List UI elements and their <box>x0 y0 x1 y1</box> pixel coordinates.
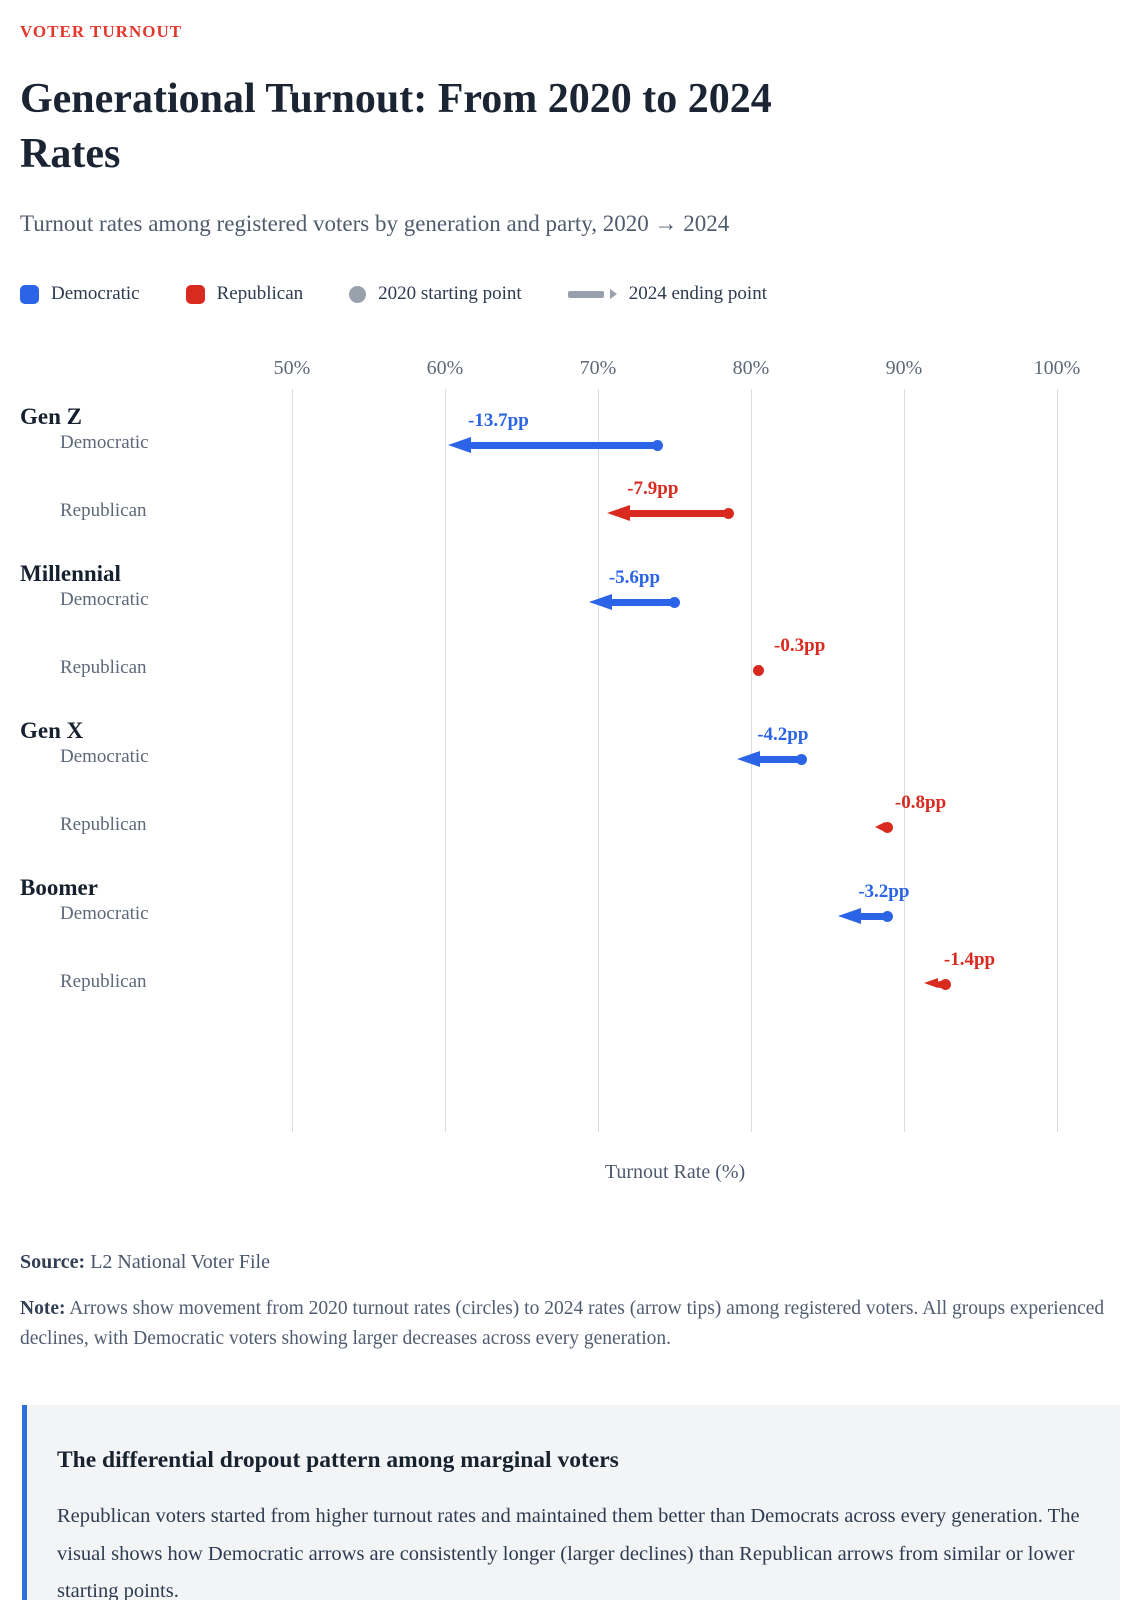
arrow-shaft <box>628 509 729 517</box>
change-label: -13.7pp <box>468 410 529 432</box>
start-dot-2020 <box>753 664 765 676</box>
insight-callout-box: The differential dropout pattern among m… <box>22 1404 1120 1600</box>
row-party-label: Democratic <box>60 432 149 454</box>
note-text: Arrows show movement from 2020 turnout r… <box>20 1298 1105 1350</box>
x-tick-label: 70% <box>579 357 617 380</box>
arrow-head-2024 <box>448 437 472 454</box>
start-dot-2020 <box>652 439 664 451</box>
legend-label: 2020 starting point <box>378 283 522 305</box>
row-party-label: Democratic <box>60 746 149 768</box>
page-title-line-1: Generational Turnout: From 2020 to 2024 <box>20 76 772 122</box>
chart-legend: Democratic Republican 2020 starting poin… <box>20 283 1122 305</box>
note-label: Note: <box>20 1298 66 1320</box>
source-label: Source: <box>20 1251 86 1274</box>
row-party-label: Democratic <box>60 589 149 611</box>
arrow-shaft <box>469 441 658 449</box>
gridline <box>598 389 599 1133</box>
change-label: -0.3pp <box>774 635 826 657</box>
legend-label: Republican <box>216 283 304 305</box>
change-label: -1.4pp <box>943 949 996 971</box>
x-tick-label: 50% <box>273 357 311 380</box>
republican-swatch-icon <box>185 284 205 304</box>
change-label: -4.2pp <box>757 724 809 746</box>
gridline <box>904 389 905 1133</box>
arrow-head-2024 <box>923 978 938 989</box>
start-dot-2020 <box>881 821 893 833</box>
start-dot-2020 <box>939 978 951 990</box>
change-label: -5.6pp <box>608 567 661 589</box>
start-point-circle-icon <box>349 285 367 303</box>
end-point-dash-icon <box>567 290 604 298</box>
row-generation-label: Millennial <box>20 561 121 587</box>
row-generation-label: Boomer <box>20 875 98 901</box>
legend-item-end-point: 2024 ending point <box>567 283 767 305</box>
x-tick-label: 60% <box>426 357 464 380</box>
row-party-label: Democratic <box>60 903 149 925</box>
arrow-shaft <box>758 755 802 763</box>
page-title: Generational Turnout: From 2020 to 2024 … <box>20 72 1122 181</box>
start-dot-2020 <box>881 910 893 922</box>
democratic-swatch-icon <box>20 284 39 304</box>
row-party-label: Republican <box>60 500 147 522</box>
start-dot-2020 <box>722 507 734 519</box>
gridline <box>445 389 446 1133</box>
arrow-shaft <box>609 598 675 606</box>
note-line: Note: Arrows show movement from 2020 tur… <box>20 1294 1112 1354</box>
x-tick-label: 100% <box>1033 357 1081 380</box>
end-point-arrowhead-icon <box>609 289 617 300</box>
row-generation-label: Gen Z <box>20 404 82 430</box>
callout-heading: The differential dropout pattern among m… <box>57 1446 619 1473</box>
arrow-head-2024 <box>874 821 885 832</box>
turnout-arrow-chart: Turnout Rate (%) 50% 60% 70% 80% 90% 100% Gen … <box>0 345 1142 1215</box>
legend-item-start-point: 2020 starting point <box>349 283 522 305</box>
row-party-label: Republican <box>60 971 147 993</box>
arrow-head-2024 <box>607 505 631 522</box>
legend-item-republican: Republican <box>185 283 304 305</box>
gridline <box>292 389 293 1133</box>
arrow-head-2024 <box>737 751 761 768</box>
change-label: -3.2pp <box>858 881 910 903</box>
arrow-shaft <box>859 912 888 920</box>
x-tick-label: 90% <box>885 357 923 380</box>
gridline <box>1057 389 1058 1133</box>
start-dot-2020 <box>795 753 807 765</box>
row-party-label: Republican <box>60 657 147 679</box>
arrow-head-2024 <box>838 908 862 925</box>
change-label: -0.8pp <box>894 792 947 814</box>
legend-label: Democratic <box>51 283 140 305</box>
eyebrow-label: VOTER TURNOUT <box>20 22 183 41</box>
page-title-line-2: Rates <box>20 130 121 177</box>
change-label: -7.9pp <box>627 478 679 500</box>
legend-item-democratic: Democratic <box>20 283 140 305</box>
arrow-head-2024 <box>588 594 612 611</box>
row-party-label: Republican <box>60 814 147 836</box>
source-line: Source: L2 National Voter File <box>20 1251 1122 1274</box>
page-subtitle: Turnout rates among registered voters by… <box>20 211 730 237</box>
source-text: L2 National Voter File <box>85 1251 270 1274</box>
row-generation-label: Gen X <box>20 718 84 744</box>
legend-label: 2024 ending point <box>628 283 767 305</box>
callout-body: Republican voters started from higher tu… <box>57 1504 1080 1600</box>
x-axis-title: Turnout Rate (%) <box>604 1161 746 1184</box>
x-tick-label: 80% <box>732 357 770 380</box>
start-dot-2020 <box>669 596 680 608</box>
